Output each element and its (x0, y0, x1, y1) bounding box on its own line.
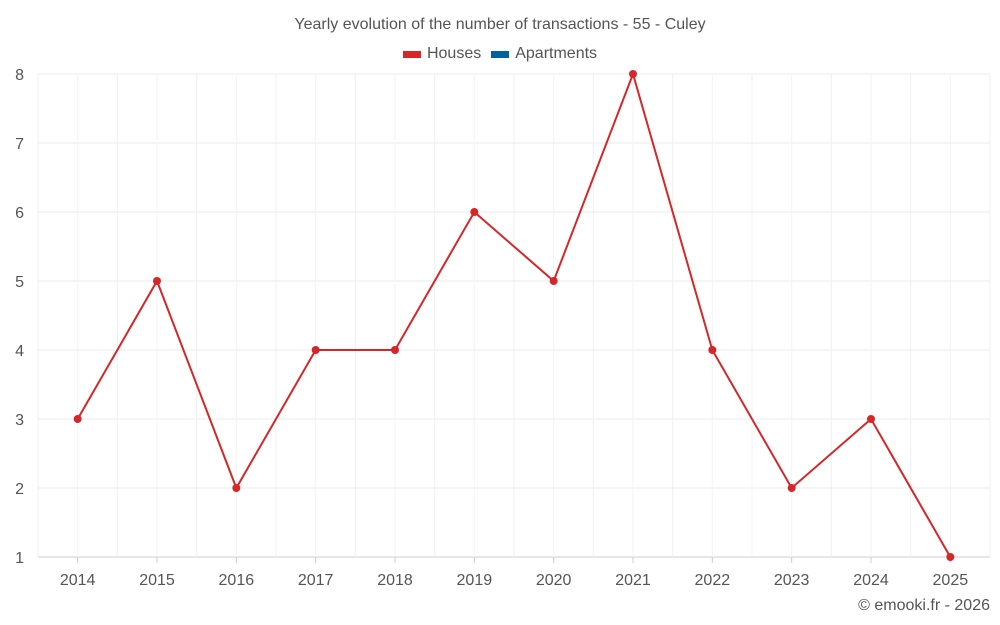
data-point (470, 208, 479, 216)
data-point (787, 484, 796, 492)
x-tick-label: 2018 (377, 572, 413, 589)
y-tick-label: 4 (15, 343, 24, 360)
x-tick-label: 2019 (457, 572, 493, 589)
series-line-houses (76, 70, 952, 558)
x-tick-label: 2025 (933, 572, 969, 589)
y-tick-label: 8 (15, 67, 24, 84)
data-point (311, 346, 320, 354)
x-tick-label: 2022 (695, 572, 731, 589)
data-point (708, 346, 717, 354)
chart-title: Yearly evolution of the number of transa… (294, 16, 706, 33)
x-tick-label: 2015 (139, 572, 175, 589)
y-tick-label: 2 (15, 481, 24, 498)
x-tick-label: 2016 (219, 572, 255, 589)
legend: Houses Apartments (0, 45, 1000, 63)
x-tick-label: 2021 (615, 572, 651, 589)
data-point (73, 415, 82, 423)
x-tick-label: 2017 (298, 572, 334, 589)
data-point (391, 346, 399, 354)
x-tick-label: 2014 (60, 572, 96, 589)
y-tick-label: 7 (15, 136, 24, 153)
data-point (867, 415, 875, 423)
legend-swatch-houses (402, 50, 421, 58)
x-tick-label: 2024 (853, 572, 889, 589)
x-tick-label: 2020 (536, 572, 572, 589)
data-point (549, 277, 558, 285)
x-tick-label: 2023 (774, 572, 810, 589)
legend-swatch-apartments (491, 50, 510, 58)
data-point (232, 484, 241, 492)
credit: © emooki.fr - 2026 (858, 597, 990, 614)
data-point (153, 277, 161, 285)
y-tick-label: 5 (15, 274, 24, 291)
data-point (629, 70, 637, 78)
y-tick-label: 6 (15, 205, 24, 222)
legend-item-apartments[interactable]: Apartments (491, 45, 597, 63)
y-tick-label: 3 (15, 412, 24, 429)
legend-label-houses: Houses (426, 45, 482, 62)
legend-label-apartments: Apartments (515, 45, 598, 62)
y-tick-label: 1 (15, 550, 24, 567)
legend-item-houses[interactable]: Houses (402, 45, 482, 63)
data-point (946, 553, 955, 561)
